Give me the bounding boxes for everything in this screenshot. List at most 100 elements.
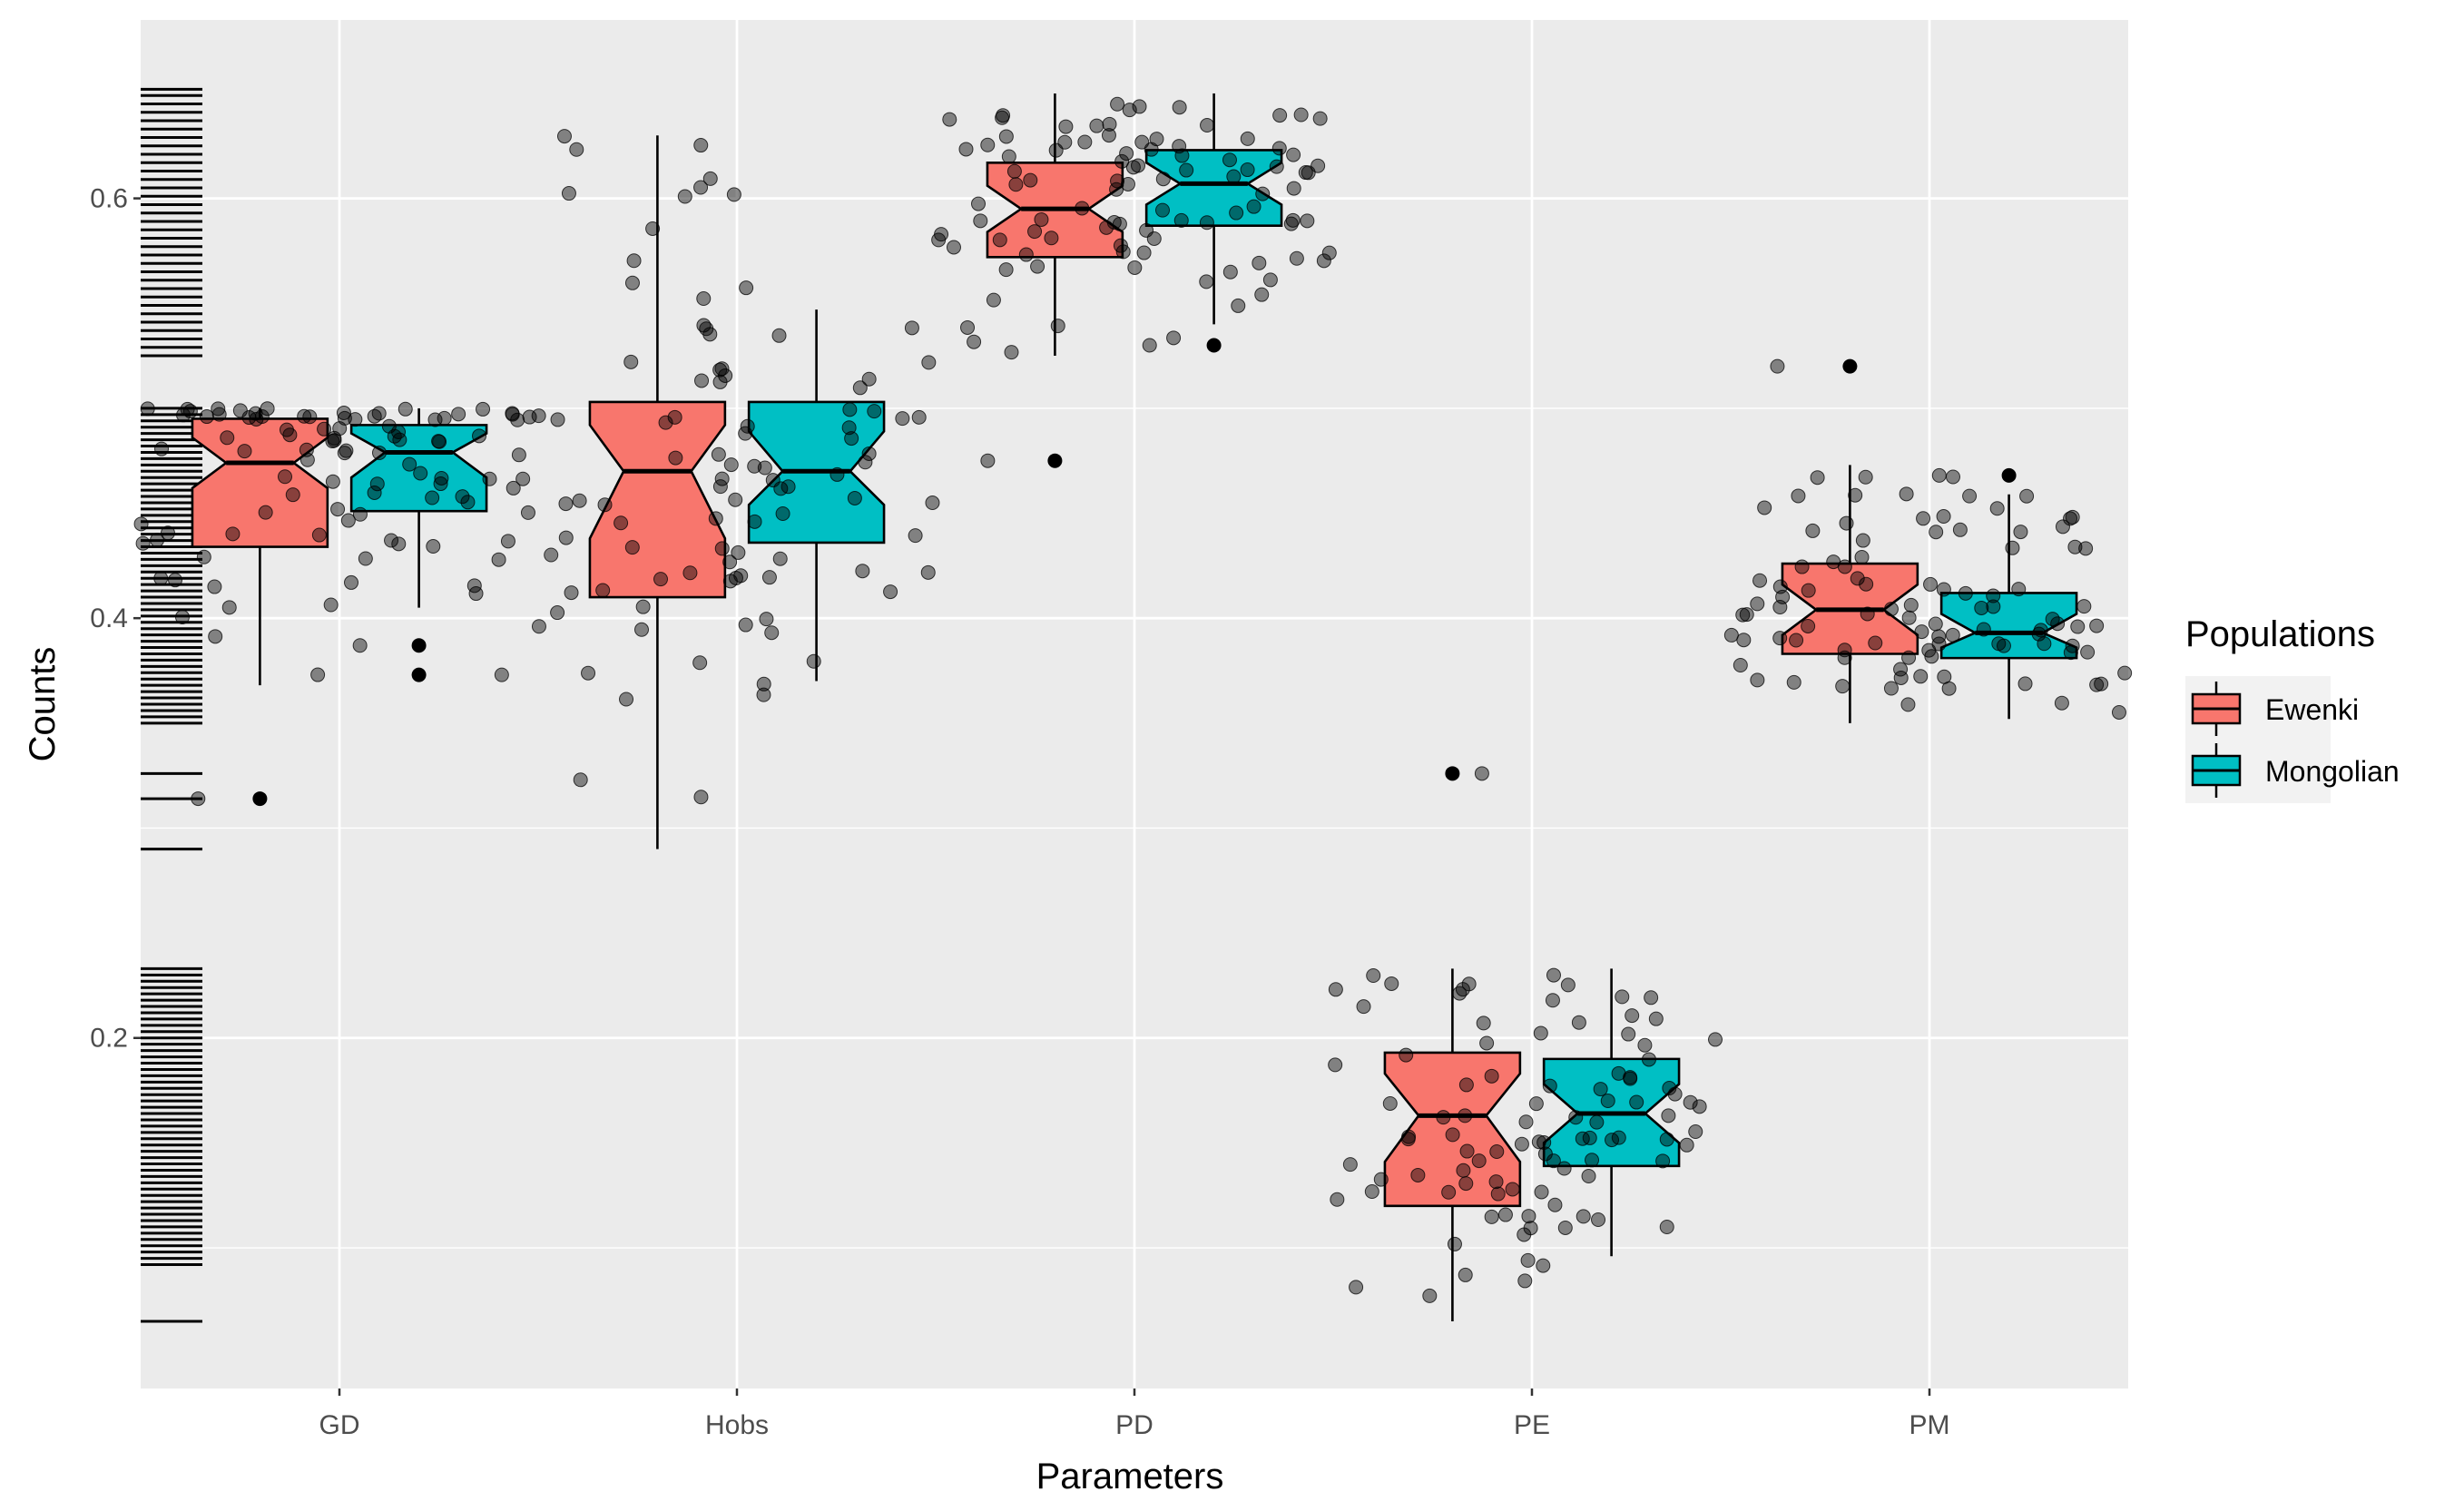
jitter-point (658, 415, 673, 430)
jitter-point (852, 380, 868, 396)
jitter-point (1222, 152, 1237, 168)
jitter-point (1089, 118, 1104, 133)
jitter-point (904, 320, 919, 336)
jitter-point (1546, 967, 1561, 983)
jitter-point (1661, 1108, 1676, 1123)
jitter-point (1542, 1078, 1557, 1094)
jitter-point (1298, 165, 1313, 181)
jitter-point (160, 525, 175, 541)
jitter-point (427, 412, 443, 427)
jitter-point (1471, 1153, 1487, 1169)
outlier-point (252, 791, 268, 807)
y-axis: 0.2 0.4 0.6 (90, 184, 141, 1054)
jitter-point (500, 534, 515, 549)
jitter-point (619, 692, 634, 707)
jitter-point (1400, 1132, 1416, 1147)
jitter-point (1174, 148, 1190, 163)
jitter-point (1286, 147, 1301, 162)
jitter-point (1855, 533, 1870, 548)
jitter-point (1903, 597, 1919, 613)
jitter-point (2063, 511, 2078, 526)
jitter-point (2013, 525, 2028, 540)
jitter-point (1860, 606, 1875, 622)
jitter-point (1271, 141, 1287, 156)
jitter-point (1252, 255, 1267, 270)
jitter-point (986, 292, 1001, 308)
jitter-point (1240, 162, 1255, 178)
jitter-point (1667, 1086, 1683, 1102)
jitter-point (726, 187, 741, 202)
jitter-point (858, 455, 873, 470)
jitter-point (511, 447, 526, 463)
jitter-point (1505, 1182, 1520, 1197)
jitter-point (1575, 1131, 1590, 1146)
jitter-point (506, 480, 521, 495)
jitter-point (1582, 1130, 1597, 1145)
jitter-point (1585, 1153, 1600, 1168)
jitter-point (1226, 169, 1242, 184)
jitter-point (992, 232, 1007, 248)
jitter-point (327, 433, 342, 448)
jitter-point (1625, 1008, 1640, 1024)
jitter-point (1826, 554, 1841, 570)
jitter-point (1289, 250, 1304, 266)
jitter-point (1458, 1176, 1474, 1192)
jitter-point (1382, 1095, 1398, 1111)
jitter-point (1568, 1110, 1584, 1125)
jitter-point (1436, 1110, 1451, 1125)
jitter-point (946, 240, 961, 255)
jitter-point (1441, 1184, 1457, 1200)
jitter-point (392, 432, 407, 447)
jitter-point (1883, 681, 1899, 696)
jitter-point (1593, 1082, 1608, 1097)
jitter-point (702, 171, 718, 186)
jitter-point (1735, 607, 1751, 623)
jitter-point (1899, 486, 1914, 502)
jitter-point (1173, 212, 1189, 228)
jitter-point (731, 545, 746, 560)
jitter-point (564, 585, 579, 601)
jitter-point (1109, 182, 1124, 197)
jitter-point (1571, 1015, 1586, 1030)
jitter-point (1683, 1094, 1698, 1110)
jitter-point (1293, 107, 1309, 123)
jitter-point (1283, 216, 1299, 231)
jitter-point (237, 444, 252, 459)
jitter-point (1623, 1070, 1638, 1085)
jitter-point (2089, 677, 2105, 692)
jitter-point (1534, 1184, 1549, 1200)
jitter-point (847, 490, 862, 505)
jitter-point (317, 421, 332, 437)
jitter-point (998, 129, 1014, 144)
jitter-point (1399, 1047, 1414, 1063)
jitter-point (1272, 108, 1288, 123)
jitter-point (174, 609, 190, 624)
jitter-point (371, 445, 387, 460)
jitter-point (1115, 244, 1131, 260)
jitter-point (336, 405, 351, 420)
jitter-point (1172, 100, 1187, 115)
jitter-point (1199, 274, 1214, 289)
jitter-point (1581, 1168, 1596, 1183)
jitter-point (369, 476, 385, 492)
jitter-point (1752, 573, 1768, 588)
jitter-point (1101, 128, 1116, 143)
jitter-point (569, 142, 584, 157)
outlier-points (252, 338, 2017, 807)
jitter-point (1859, 576, 1874, 592)
jitter-point (692, 655, 708, 671)
jitter-point (1648, 1011, 1664, 1026)
jitter-point (494, 667, 509, 682)
jitter-point (855, 564, 870, 579)
jitter-point (1750, 672, 1765, 688)
jitter-point (1839, 515, 1854, 531)
outlier-point (411, 667, 427, 682)
jitter-point (883, 584, 898, 600)
jitter-point (667, 409, 682, 425)
jitter-point (381, 418, 397, 434)
jitter-point (1789, 633, 1804, 648)
jitter-point (635, 599, 651, 614)
jitter-point (1142, 338, 1157, 353)
jitter-point (1200, 118, 1215, 133)
jitter-point (1342, 1157, 1358, 1172)
